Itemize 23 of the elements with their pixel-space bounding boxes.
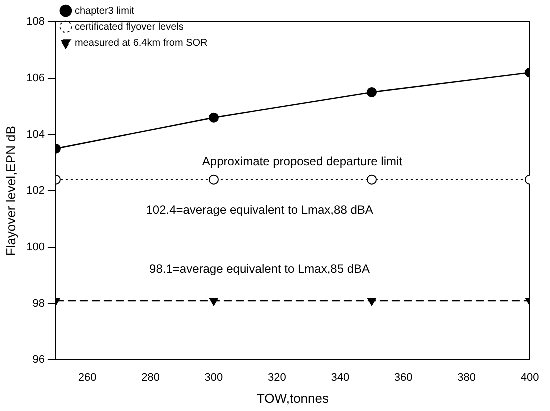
x-tick-label: 280	[142, 372, 160, 384]
x-tick-label: 360	[394, 372, 413, 384]
annotation: 102.4=average equivalent to Lmax,88 dBA	[146, 202, 374, 217]
y-tick-label: 108	[26, 16, 45, 28]
y-tick-label: 102	[26, 185, 45, 198]
x-tick-label: 380	[458, 372, 476, 384]
x-tick-label: 260	[78, 372, 97, 384]
y-tick-label: 100	[26, 242, 45, 254]
annotation: Approximate proposed departure limit	[202, 154, 404, 169]
y-tick-label: 104	[26, 128, 45, 141]
legend-label: chapter3 limit	[74, 6, 135, 17]
x-tick-label: 340	[331, 372, 350, 384]
x-axis-title: TOW,tonnes	[256, 390, 330, 406]
x-tick-label: 300	[204, 372, 224, 384]
y-axis-title: Flayover level,EPN dB	[3, 126, 18, 256]
legend-label: measured at 6.4km from SOR	[74, 38, 208, 49]
y-tick-label: 106	[26, 72, 45, 84]
legend-label: certificated flyover levels	[74, 22, 184, 33]
y-tick-label: 98	[32, 298, 45, 310]
x-tick-label: 320	[268, 372, 286, 384]
y-tick-label: 96	[32, 354, 45, 366]
x-tick-label: 400	[520, 372, 540, 384]
annotation: 98.1=average equivalent to Lmax,85 dBA	[150, 262, 370, 276]
